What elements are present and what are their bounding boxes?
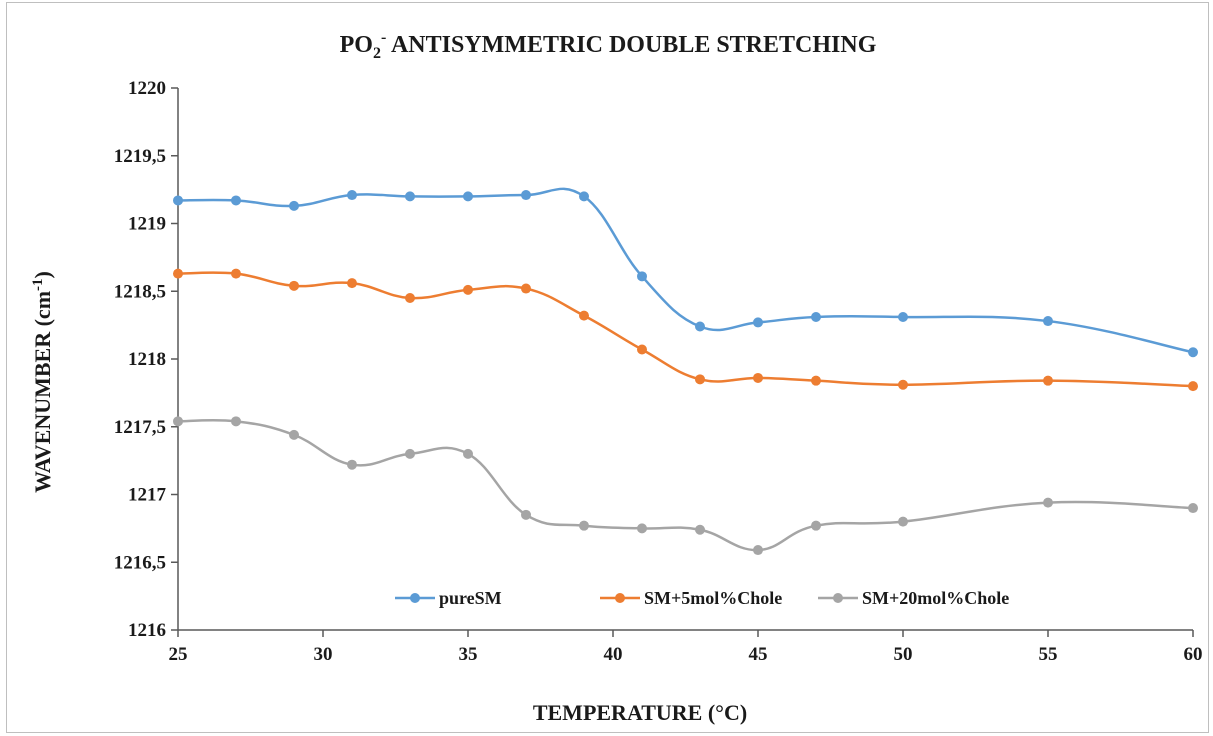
series-line <box>177 187 1194 354</box>
data-point <box>521 509 531 520</box>
legend-item: SM+20mol%Chole <box>818 588 1009 608</box>
x-tick-label: 45 <box>749 644 768 665</box>
data-point <box>579 520 589 531</box>
data-point <box>695 374 705 385</box>
x-tick-label: 60 <box>1184 644 1203 665</box>
series-1 <box>173 268 1198 392</box>
data-point <box>811 311 821 322</box>
data-point <box>579 310 589 321</box>
data-point <box>463 448 473 459</box>
data-point <box>289 280 299 291</box>
data-point <box>231 416 241 427</box>
chart-frame <box>6 2 1209 733</box>
x-tick-label: 50 <box>894 644 913 665</box>
x-tick-label: 25 <box>169 644 188 665</box>
data-point <box>289 429 299 440</box>
data-point <box>898 311 908 322</box>
legend-marker <box>615 593 625 603</box>
data-point <box>1043 375 1053 386</box>
data-point <box>898 379 908 390</box>
data-point <box>811 375 821 386</box>
data-point <box>521 283 531 294</box>
x-tick-label: 35 <box>459 644 478 665</box>
data-point <box>405 293 415 304</box>
y-tick-label: 1219 <box>128 214 166 235</box>
data-point <box>231 195 241 206</box>
series-line <box>177 418 1194 552</box>
data-point <box>173 195 183 206</box>
legend-marker <box>410 593 420 603</box>
data-point <box>637 523 647 534</box>
series-line <box>177 271 1194 388</box>
data-point <box>898 516 908 527</box>
data-point <box>753 545 763 556</box>
x-tick-label: 55 <box>1039 644 1058 665</box>
y-tick-label: 1218,5 <box>114 281 166 302</box>
legend-label: SM+5mol%Chole <box>644 588 782 608</box>
data-point <box>173 268 183 279</box>
data-point <box>347 459 357 470</box>
y-tick-label: 1216,5 <box>114 552 166 573</box>
plot-area <box>173 187 1198 556</box>
legend-label: pureSM <box>439 588 502 608</box>
data-point <box>289 200 299 211</box>
data-point <box>405 448 415 459</box>
data-point <box>173 416 183 427</box>
y-tick-label: 1218 <box>128 349 166 370</box>
data-point <box>753 372 763 383</box>
data-point <box>347 190 357 201</box>
data-point <box>463 191 473 202</box>
x-tick-label: 40 <box>604 644 623 665</box>
y-axis-title: WAVENUMBER (cm-1) <box>30 271 55 493</box>
data-point <box>405 191 415 202</box>
data-point <box>695 321 705 332</box>
series-0 <box>173 187 1198 358</box>
axes: 1216 1216,5 1217 1217,5 1218 1218,5 1219 1219,5… <box>114 78 1203 665</box>
legend-item: SM+5mol%Chole <box>600 588 782 608</box>
data-point <box>463 284 473 295</box>
legend-marker <box>833 593 843 603</box>
data-point <box>637 344 647 355</box>
data-point <box>1188 503 1198 514</box>
data-point <box>1043 316 1053 327</box>
x-axis-title: TEMPERATURE (°C) <box>533 700 747 725</box>
data-point <box>1043 497 1053 508</box>
y-tick-label: 1217,5 <box>114 417 166 438</box>
y-tick-label: 1220 <box>128 78 166 99</box>
data-point <box>753 317 763 328</box>
legend: pureSM SM+5mol%Chole SM+20mol%Chole <box>395 588 1009 608</box>
data-point <box>579 191 589 202</box>
data-point <box>1188 381 1198 392</box>
series-2 <box>173 416 1198 556</box>
data-point <box>1188 347 1198 358</box>
data-point <box>231 268 241 279</box>
data-point <box>811 520 821 531</box>
legend-item: pureSM <box>395 588 502 608</box>
data-point <box>347 278 357 289</box>
data-point <box>521 190 531 201</box>
chart-title: PO2- ANTISYMMETRIC DOUBLE STRETCHING <box>340 29 877 62</box>
y-tick-label: 1217 <box>128 485 167 506</box>
y-tick-label: 1219,5 <box>114 146 166 167</box>
x-tick-label: 30 <box>314 644 333 665</box>
data-point <box>695 524 705 535</box>
legend-label: SM+20mol%Chole <box>862 588 1009 608</box>
data-point <box>637 271 647 282</box>
y-tick-label: 1216 <box>128 620 166 641</box>
